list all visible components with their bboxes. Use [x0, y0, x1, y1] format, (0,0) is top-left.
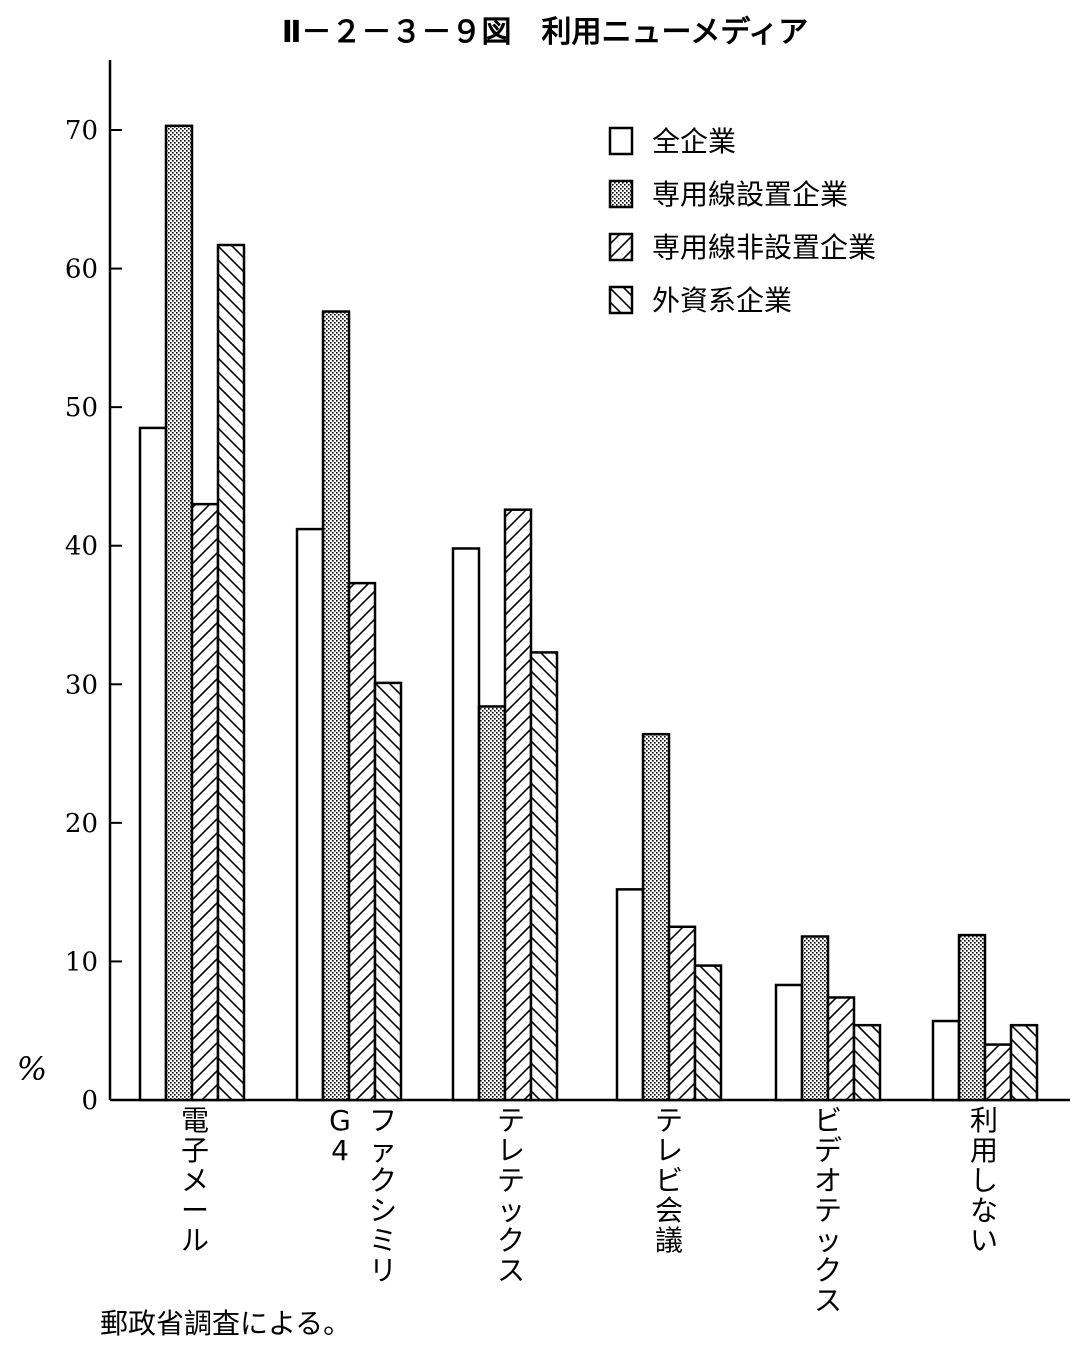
bar-3-series-4 — [529, 651, 559, 1102]
y-tick-label: 10 — [65, 947, 98, 977]
y-axis-unit-label: % — [17, 1050, 47, 1088]
bar-2-series-3 — [347, 581, 377, 1102]
y-tick-label: 40 — [65, 532, 98, 562]
x-category-label: ファクシミリ — [369, 1104, 397, 1287]
x-category-label: ビデオテックス — [814, 1104, 842, 1317]
bar-6-series-3 — [983, 1043, 1013, 1102]
bar-6-series-4 — [1009, 1023, 1039, 1102]
bar-1-series-1 — [138, 426, 168, 1102]
bar-2-series-2 — [321, 310, 351, 1102]
x-category-label: テレビ会議 — [655, 1104, 683, 1257]
source-note: 郵政省調査による。 — [100, 1307, 351, 1340]
bar-2-series-4 — [373, 681, 403, 1102]
legend-label-1: 全企業 — [652, 125, 736, 158]
bar-5-series-4 — [852, 1023, 882, 1102]
y-tick-label: 30 — [65, 670, 98, 700]
bar-6-series-2 — [957, 933, 987, 1102]
bar-3-series-3 — [503, 508, 533, 1102]
bar-1-series-2 — [164, 124, 194, 1102]
bar-3-series-1 — [451, 547, 481, 1102]
x-category-label: テレテックス — [497, 1104, 525, 1287]
legend-swatch-2 — [608, 179, 634, 209]
legend-swatch-3 — [608, 232, 634, 262]
bars — [138, 124, 1039, 1102]
bar-2-series-1 — [295, 527, 325, 1102]
bar-4-series-3 — [667, 925, 697, 1102]
y-tick-label: 20 — [65, 809, 98, 839]
bar-6-series-1 — [931, 1019, 961, 1102]
legend-label-4: 外資系企業 — [652, 284, 792, 317]
bar-5-series-1 — [774, 983, 804, 1102]
x-category-label: 電子メール — [181, 1104, 209, 1257]
bar-5-series-2 — [800, 935, 830, 1102]
bar-1-series-3 — [190, 502, 220, 1102]
legend-swatch-4 — [608, 285, 634, 315]
y-axis: 0 10 20 30 40 50 60 70 — [65, 60, 122, 1116]
category-labels: 電子メール G 4 ファクシミリ テレテックス テレビ会議 ビデオテックス 利用しない — [181, 1104, 998, 1317]
legend-swatch-1 — [608, 126, 634, 156]
bar-4-series-4 — [693, 964, 723, 1102]
bar-1-series-4 — [216, 243, 246, 1102]
y-tick-label: 50 — [65, 393, 98, 423]
y-ticks: 0 10 20 30 40 50 60 70 — [65, 116, 122, 1116]
bar-3-series-2 — [477, 705, 507, 1102]
bar-4-series-1 — [615, 888, 645, 1102]
y-tick-label: 70 — [65, 116, 98, 146]
legend-label-2: 専用線設置企業 — [652, 178, 848, 211]
y-tick-label: 0 — [81, 1086, 98, 1116]
bar-4-series-2 — [641, 732, 671, 1102]
bar-5-series-3 — [826, 996, 856, 1102]
y-tick-label: 60 — [65, 255, 98, 285]
x-category-label: 利用しない — [970, 1104, 998, 1257]
legend-label-3: 専用線非設置企業 — [652, 231, 876, 264]
chart-title: Ⅱ－２－３－９図 利用ニューメディア — [282, 15, 808, 50]
